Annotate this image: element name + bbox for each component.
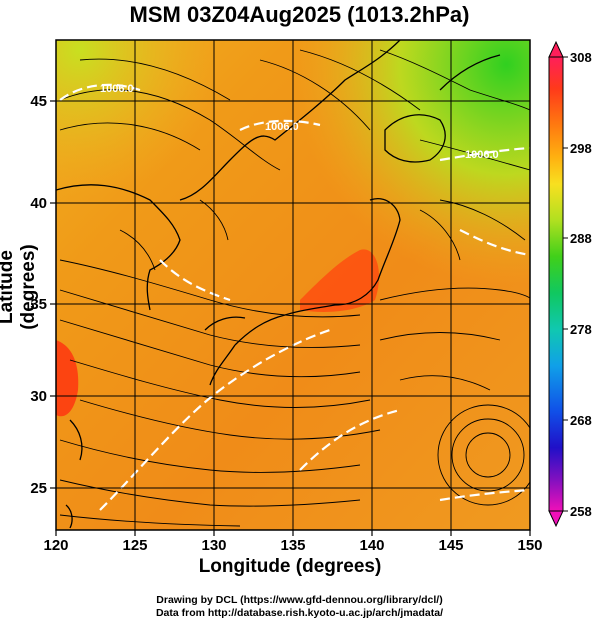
colorbar-tick-label: 288 xyxy=(570,231,592,246)
map-field: 1006.0 1006.0 1006.0 xyxy=(56,40,530,530)
map-title: MSM 03Z04Aug2025 (1013.2hPa) xyxy=(129,2,470,27)
axis-ticks xyxy=(50,100,531,536)
x-tick-label: 125 xyxy=(122,537,147,554)
x-tick-label: 130 xyxy=(201,537,226,554)
x-tick-labels: 120 125 130 135 140 145 150 xyxy=(43,537,542,554)
x-axis-label: Longitude (degrees) xyxy=(198,556,382,577)
contour-labels: 1006.0 1006.0 1006.0 xyxy=(100,83,499,161)
x-tick-label: 150 xyxy=(517,537,542,554)
hot-region-west xyxy=(56,340,79,417)
y-tick-label: 35 xyxy=(30,296,47,313)
colorbar-scale xyxy=(548,56,564,512)
contour-label: 1006.0 xyxy=(265,121,299,133)
y-tick-label: 40 xyxy=(30,195,47,212)
y-tick-labels: 25 30 35 40 45 xyxy=(30,93,47,497)
map-grid xyxy=(56,40,530,530)
colorbar: 308 298 288 278 268 258 xyxy=(548,40,592,528)
colorbar-tick-label: 268 xyxy=(570,413,592,428)
y-axis-label: Latitude (degrees) xyxy=(0,244,39,330)
credit-drawing: Drawing by DCL (https://www.gfd-dennou.o… xyxy=(156,594,443,606)
x-tick-label: 145 xyxy=(438,537,463,554)
x-tick-label: 135 xyxy=(280,537,305,554)
colorbar-min-arrow xyxy=(548,510,564,528)
colorbar-tick-label: 298 xyxy=(570,141,592,156)
x-tick-label: 140 xyxy=(359,537,384,554)
colorbar-tick-label: 278 xyxy=(570,322,592,337)
credit-data-source: Data from http://database.rish.kyoto-u.a… xyxy=(155,607,444,619)
colorbar-tick-label: 308 xyxy=(570,50,592,65)
contour-label: 1006.0 xyxy=(100,83,134,95)
pressure-contours xyxy=(59,83,530,511)
y-tick-label: 30 xyxy=(30,388,47,405)
hot-region-honshu xyxy=(300,249,380,312)
coastlines xyxy=(56,40,501,529)
y-tick-label: 45 xyxy=(30,93,47,110)
colorbar-max-arrow xyxy=(548,40,564,58)
contour-label: 1006.0 xyxy=(465,149,499,161)
colorbar-tick-label: 258 xyxy=(570,504,592,519)
y-tick-label: 25 xyxy=(30,480,47,497)
x-tick-label: 120 xyxy=(43,537,68,554)
